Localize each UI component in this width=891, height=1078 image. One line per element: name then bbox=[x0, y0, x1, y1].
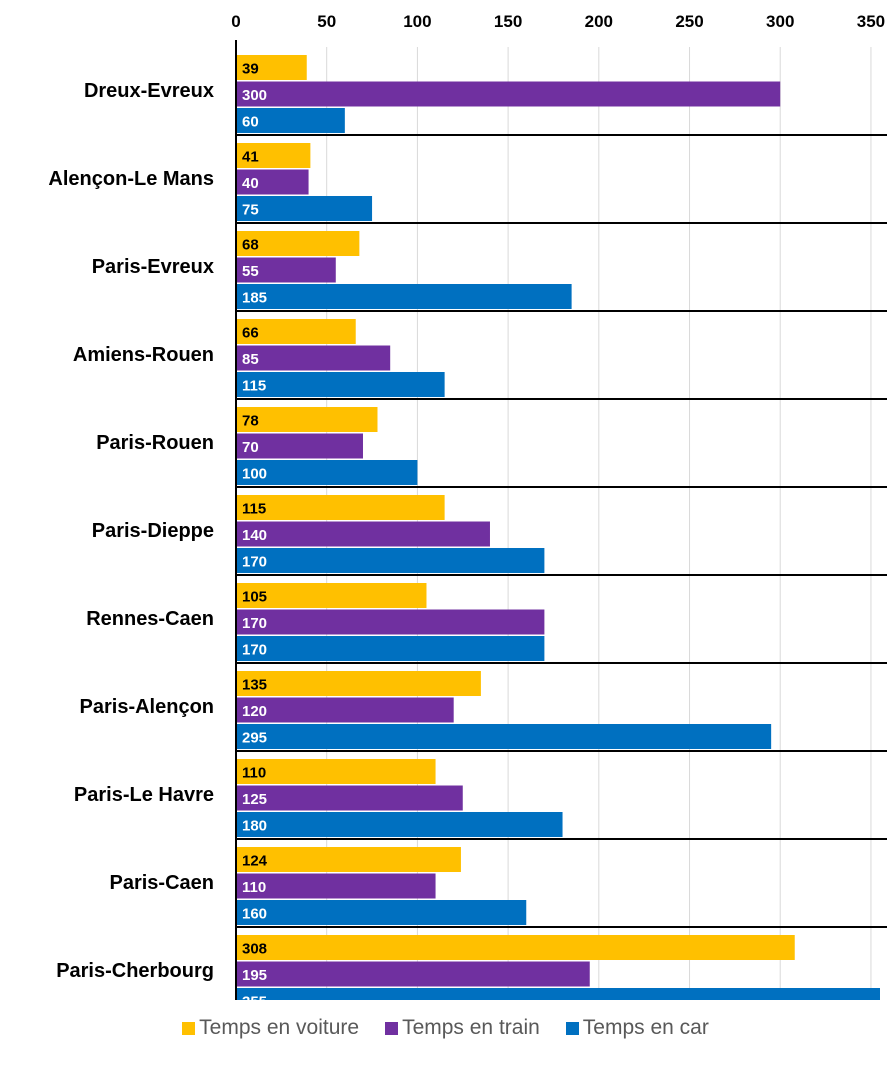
legend-label: Temps en voiture bbox=[199, 1016, 360, 1039]
data-label: 355 bbox=[242, 994, 267, 1001]
category-label: Paris-Evreux bbox=[92, 256, 214, 278]
bar bbox=[236, 433, 363, 459]
bar bbox=[236, 812, 563, 837]
data-label: 100 bbox=[242, 466, 267, 483]
bar bbox=[236, 257, 336, 283]
data-label: 115 bbox=[242, 378, 266, 395]
category-label: Alençon-Le Mans bbox=[48, 168, 214, 190]
bar bbox=[236, 671, 481, 696]
bar bbox=[236, 460, 418, 485]
bar bbox=[236, 196, 373, 221]
data-label: 66 bbox=[242, 325, 259, 342]
bar bbox=[236, 319, 356, 344]
category-label: Paris-Alençon bbox=[80, 696, 214, 718]
data-label: 170 bbox=[242, 615, 267, 632]
data-label: 160 bbox=[242, 906, 267, 923]
bar bbox=[236, 345, 391, 371]
bar bbox=[236, 495, 445, 520]
legend-label: Temps en train bbox=[402, 1016, 540, 1039]
legend-item: Temps en voiture bbox=[182, 1016, 359, 1040]
data-label: 170 bbox=[242, 642, 267, 659]
x-tick-label: 50 bbox=[317, 12, 336, 31]
bar bbox=[236, 143, 311, 168]
category-label: Amiens-Rouen bbox=[73, 344, 214, 366]
bar bbox=[236, 548, 545, 573]
category-label: Dreux-Evreux bbox=[84, 80, 214, 102]
category-label: Paris-Le Havre bbox=[74, 784, 214, 806]
category-label: Paris-Caen bbox=[110, 872, 215, 894]
data-label: 140 bbox=[242, 527, 267, 544]
x-tick-label: 0 bbox=[231, 12, 240, 31]
legend: Temps en voiture Temps en train Temps en c… bbox=[0, 1016, 891, 1040]
legend-item: Temps en car bbox=[565, 1016, 709, 1040]
x-tick-label: 150 bbox=[494, 12, 522, 31]
x-tick-label: 250 bbox=[675, 12, 703, 31]
x-tick-label: 100 bbox=[403, 12, 431, 31]
bar bbox=[236, 521, 490, 547]
bar bbox=[236, 81, 781, 107]
legend-swatch bbox=[565, 1021, 579, 1035]
data-label: 41 bbox=[242, 149, 259, 166]
bar bbox=[236, 284, 572, 309]
bar bbox=[236, 372, 445, 397]
data-label: 308 bbox=[242, 941, 267, 958]
legend-label: Temps en car bbox=[582, 1016, 709, 1039]
data-label: 105 bbox=[242, 589, 267, 606]
bar bbox=[236, 55, 307, 80]
bar bbox=[236, 583, 427, 608]
x-tick-label: 350 bbox=[857, 12, 885, 31]
bar bbox=[236, 697, 454, 723]
bar bbox=[236, 407, 378, 432]
legend-swatch bbox=[182, 1021, 196, 1035]
data-label: 170 bbox=[242, 554, 267, 571]
data-label: 295 bbox=[242, 730, 267, 747]
x-tick-label: 300 bbox=[766, 12, 794, 31]
data-label: 75 bbox=[242, 202, 259, 219]
data-label: 110 bbox=[242, 765, 266, 782]
data-label: 115 bbox=[242, 501, 266, 518]
bar bbox=[236, 785, 463, 811]
bar bbox=[236, 961, 590, 987]
data-label: 180 bbox=[242, 818, 267, 835]
bar bbox=[236, 609, 545, 635]
category-label: Paris-Cherbourg bbox=[56, 960, 214, 982]
bar bbox=[236, 169, 309, 195]
x-tick-label: 200 bbox=[585, 12, 613, 31]
data-label: 70 bbox=[242, 439, 259, 456]
bar bbox=[236, 847, 461, 872]
legend-swatch bbox=[385, 1021, 399, 1035]
data-label: 120 bbox=[242, 703, 267, 720]
data-label: 40 bbox=[242, 175, 259, 192]
data-label: 124 bbox=[242, 853, 268, 870]
bar bbox=[236, 724, 772, 749]
data-label: 39 bbox=[242, 61, 259, 78]
legend-item: Temps en train bbox=[385, 1016, 540, 1040]
bar bbox=[236, 231, 360, 256]
category-label: Rennes-Caen bbox=[86, 608, 214, 630]
bar bbox=[236, 873, 436, 899]
data-label: 68 bbox=[242, 237, 259, 254]
data-label: 300 bbox=[242, 87, 267, 104]
bar bbox=[236, 759, 436, 784]
bar bbox=[236, 900, 527, 925]
data-label: 55 bbox=[242, 263, 259, 280]
data-label: 185 bbox=[242, 290, 267, 307]
data-label: 60 bbox=[242, 114, 259, 131]
bar bbox=[236, 988, 880, 1000]
bar bbox=[236, 935, 795, 960]
category-label: Paris-Rouen bbox=[96, 432, 214, 454]
category-label: Paris-Dieppe bbox=[92, 520, 214, 542]
bar bbox=[236, 636, 545, 661]
data-label: 85 bbox=[242, 351, 259, 368]
data-label: 135 bbox=[242, 677, 267, 694]
data-label: 195 bbox=[242, 967, 267, 984]
bar bbox=[236, 108, 345, 133]
data-label: 125 bbox=[242, 791, 267, 808]
data-label: 78 bbox=[242, 413, 259, 430]
data-label: 110 bbox=[242, 879, 266, 896]
bar-chart: 0 50 100 150 200 250 300 350 39 300 60 Dreux-Evreux… bbox=[48, 12, 887, 1001]
